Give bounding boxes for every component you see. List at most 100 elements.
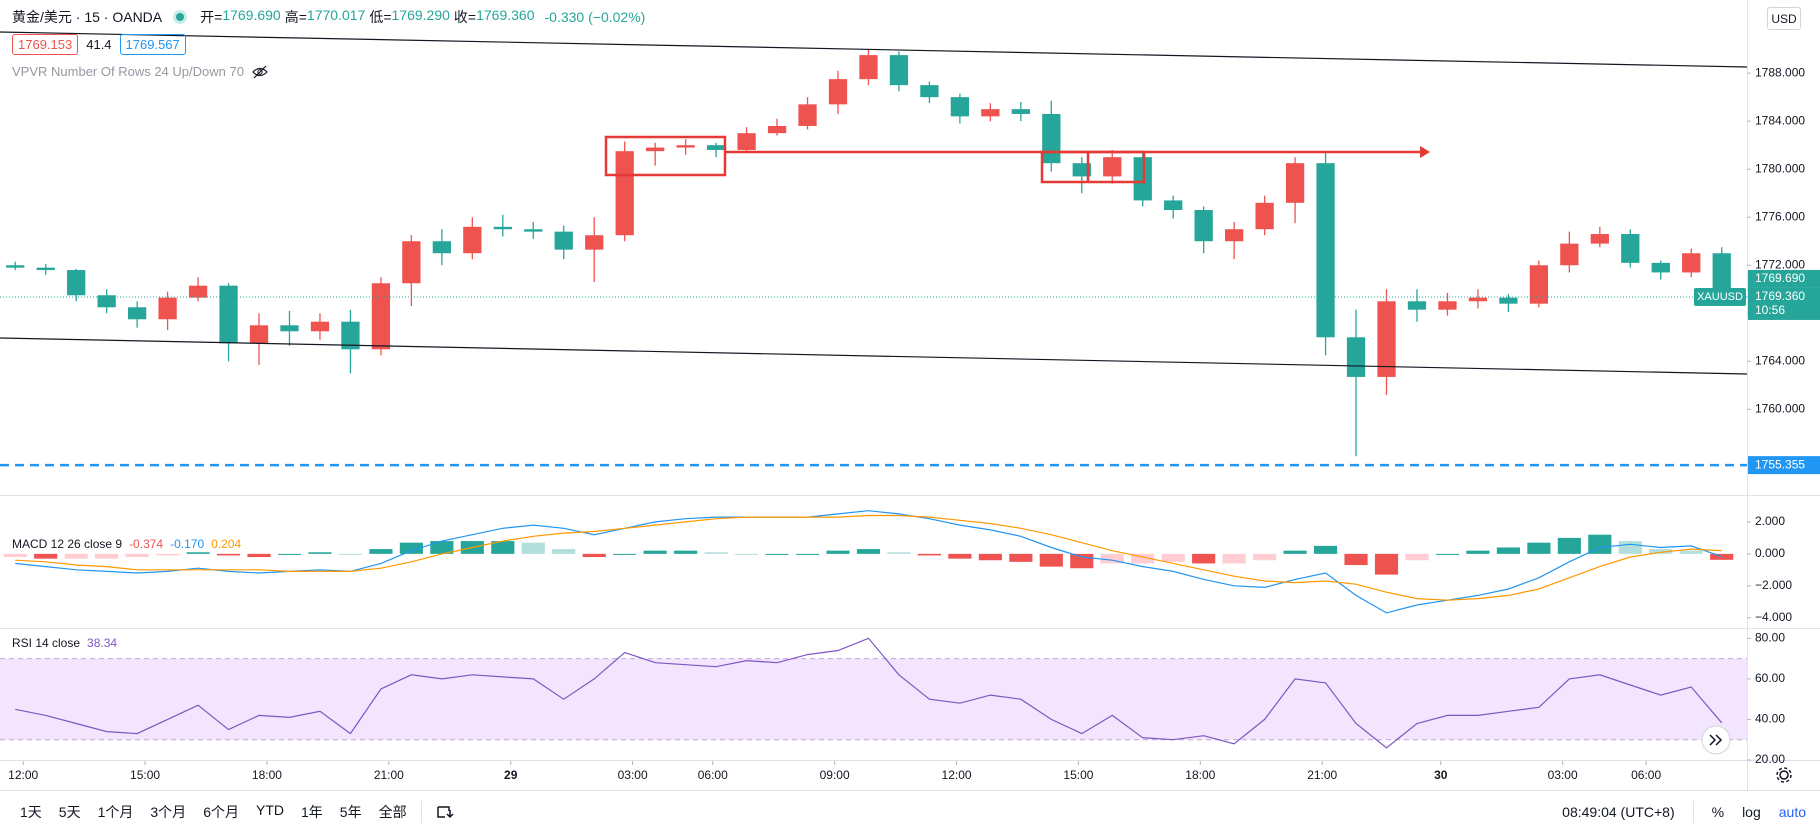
- percent-toggle[interactable]: %: [1711, 804, 1725, 820]
- candle-body: [981, 109, 1000, 117]
- legend-value: 41.4: [86, 37, 112, 52]
- hidden-icon[interactable]: [252, 65, 268, 79]
- candle-body: [950, 97, 970, 117]
- vpvr-title: VPVR Number Of Rows 24 Up/Down 70: [12, 64, 244, 79]
- histogram-bar: [1131, 553, 1155, 564]
- y-tick-label: 20.00: [1755, 752, 1785, 766]
- range-button[interactable]: 5天: [58, 804, 81, 820]
- histogram-bar: [1679, 550, 1703, 554]
- candle-body: [1468, 297, 1488, 302]
- histogram-bar: [1222, 553, 1246, 564]
- candle-body: [859, 55, 878, 80]
- histogram-bar: [1100, 553, 1124, 564]
- y-tick-label: 1788.000: [1755, 65, 1805, 79]
- histogram-bar: [125, 553, 149, 558]
- x-tick-label: 03:00: [618, 768, 648, 782]
- histogram-bar: [34, 553, 58, 559]
- candle-body: [493, 226, 512, 230]
- candle-body: [371, 283, 391, 350]
- candle-body: [1377, 301, 1396, 377]
- indicator-value: 38.34: [87, 636, 117, 650]
- auto-toggle[interactable]: auto: [1778, 804, 1806, 820]
- histogram-bar: [369, 549, 393, 554]
- legend-value: 1769.567: [119, 34, 186, 55]
- range-button[interactable]: 3个月: [150, 804, 187, 820]
- x-tick-label: 18:00: [1185, 768, 1215, 782]
- histogram-bar: [186, 552, 210, 554]
- range-button[interactable]: 1个月: [97, 804, 134, 820]
- candle-body: [1499, 297, 1518, 304]
- y-tick-label: 2.000: [1755, 514, 1785, 528]
- histogram-bar: [399, 542, 423, 554]
- histogram-bar: [1588, 534, 1612, 554]
- range-button[interactable]: 1天: [20, 804, 42, 820]
- histogram-bar: [582, 553, 606, 558]
- candle-body: [889, 55, 909, 86]
- histogram-bar: [613, 553, 637, 555]
- histogram-bar: [1313, 545, 1338, 554]
- ohlc-value: 1770.017: [306, 7, 366, 23]
- ohlc-label: 低=: [369, 9, 392, 25]
- scroll-button[interactable]: [1701, 725, 1731, 755]
- candle-body: [554, 231, 573, 250]
- candle-body: [920, 85, 939, 98]
- open-tag: [1748, 269, 1820, 288]
- pane-borders: [0, 0, 1820, 791]
- countdown: 10:56: [1755, 303, 1785, 317]
- histogram-bar: [1344, 553, 1368, 566]
- goto-icon[interactable]: [436, 803, 454, 821]
- indicator-value: -0.374: [129, 537, 163, 551]
- histogram-bar: [1527, 542, 1551, 554]
- candle-body: [1225, 229, 1244, 242]
- candle-body: [1316, 163, 1335, 338]
- candle-body: [463, 226, 482, 254]
- candle-body: [585, 235, 604, 250]
- y-tick-label: 1776.000: [1755, 209, 1805, 223]
- histogram-bar: [735, 553, 759, 555]
- symbol[interactable]: 黄金/美元 · 15 · OANDA: [12, 9, 163, 25]
- histogram-bar: [643, 550, 667, 554]
- ohlc-value: 1769.290: [391, 7, 450, 23]
- y-tick-label: 1764.000: [1755, 353, 1805, 367]
- range-buttons: 1天 5天 1个月 3个月 6个月 YTD 1年 5年 全部: [0, 802, 407, 822]
- range-button[interactable]: 1年: [300, 804, 323, 820]
- symbol-header: 黄金/美元 · 15 · OANDA 开= 1769.690 高= 1770.017 低…: [12, 7, 649, 27]
- candle-body: [1346, 337, 1366, 377]
- y-tick-label: 80.00: [1755, 631, 1785, 645]
- candle-body: [1712, 253, 1731, 297]
- range-button[interactable]: YTD: [255, 802, 284, 818]
- candle-body: [1621, 234, 1640, 263]
- last-price-tag: [1748, 287, 1820, 320]
- candle-body: [1560, 243, 1579, 266]
- candle-body: [646, 147, 665, 152]
- candle-body: [188, 285, 208, 298]
- histogram-bar: [430, 541, 454, 554]
- range-button[interactable]: 6个月: [203, 804, 239, 820]
- histogram-bar: [1710, 553, 1734, 560]
- settings-gear[interactable]: [1776, 767, 1792, 783]
- y-tick-label: 60.00: [1755, 671, 1785, 685]
- range-button[interactable]: 5年: [339, 804, 362, 820]
- range-button[interactable]: 全部: [378, 804, 407, 820]
- rsi-pane: [0, 637, 1747, 749]
- histogram-bar: [1649, 549, 1673, 554]
- x-tick-label: 21:00: [374, 768, 404, 782]
- currency[interactable]: USD: [1767, 7, 1801, 30]
- log-toggle[interactable]: log: [1742, 804, 1761, 820]
- histogram-bar: [1466, 550, 1490, 554]
- indicator-value: -0.170: [170, 537, 204, 551]
- vpvr-legend: VPVR Number Of Rows 24 Up/Down 70: [12, 64, 268, 79]
- candle-body: [1133, 157, 1152, 201]
- indicator-legend: 1769.153 41.4 1769.567: [12, 34, 186, 55]
- x-tick-label: 06:00: [1631, 768, 1661, 782]
- candle-body: [158, 297, 177, 320]
- histogram-bar: [491, 541, 515, 554]
- histogram-bar: [826, 550, 850, 554]
- candle-body: [1407, 301, 1427, 310]
- candle-body: [1164, 200, 1183, 211]
- histogram-bar: [978, 553, 1002, 561]
- x-tick-label: 06:00: [698, 768, 728, 782]
- x-tick-label: 12:00: [8, 768, 38, 782]
- x-tick-label: 15:00: [130, 768, 160, 782]
